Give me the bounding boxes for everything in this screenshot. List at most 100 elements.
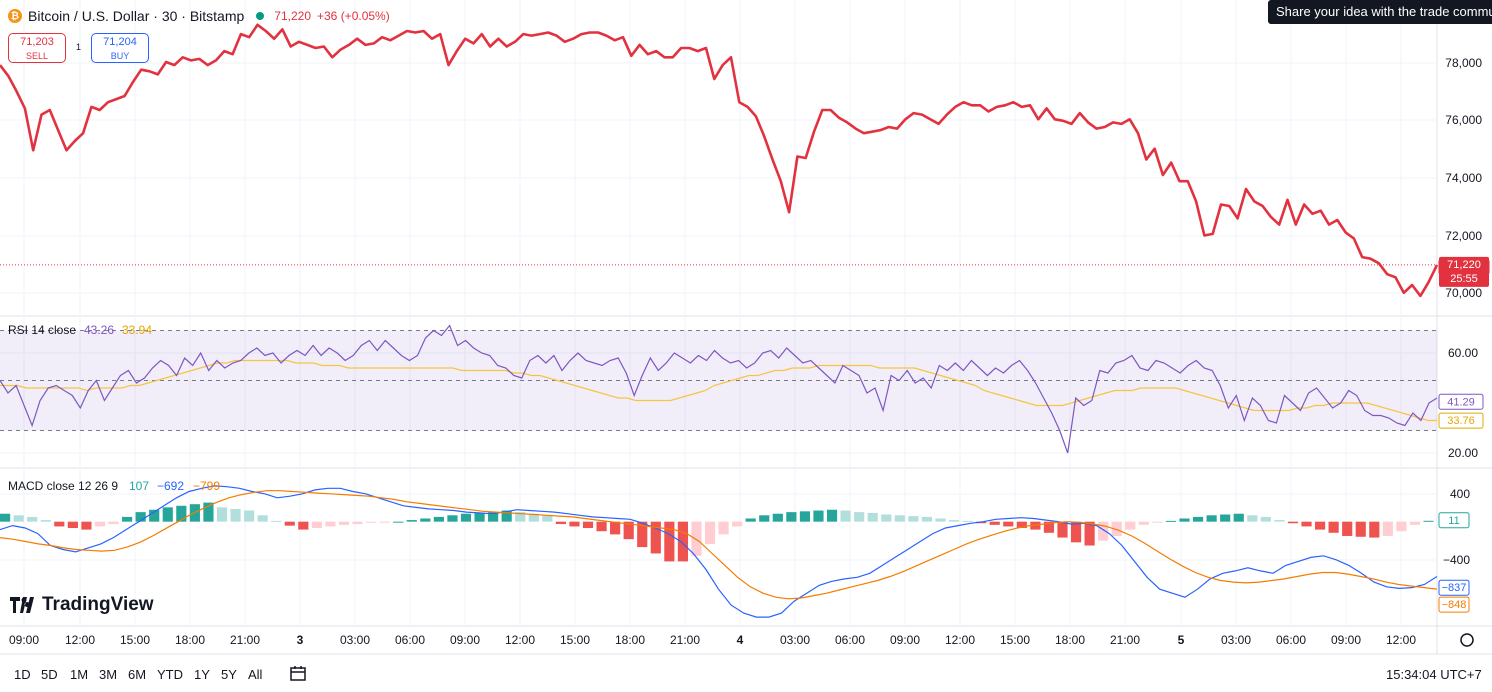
macd-hist-bar (867, 512, 878, 522)
macd-hist-bar (13, 515, 24, 522)
buy-button[interactable]: 71,204 BUY (91, 33, 149, 63)
x-tick-label: 15:00 (560, 633, 590, 647)
share-idea-tooltip[interactable]: Share your idea with the trade community (1268, 0, 1492, 24)
sell-price: 71,203 (20, 36, 54, 48)
macd-tick-label: −400 (1443, 553, 1470, 567)
rsi-title: RSI 14 close (8, 323, 76, 337)
macd-hist-bar (637, 521, 648, 548)
macd-hist-bar (826, 509, 838, 522)
macd-hist-bar (542, 515, 553, 522)
gear-icon (1460, 633, 1474, 647)
tf-1y[interactable]: 1Y (194, 667, 210, 682)
y-tick-label: 76,000 (1445, 113, 1482, 127)
price-change: +36 (+0.05%) (317, 9, 390, 23)
macd-hist-bar (962, 520, 973, 522)
macd-hist-bar (257, 515, 268, 522)
macd-hist-bar (379, 521, 390, 523)
macd-hist-bar (338, 521, 350, 525)
tf-ytd[interactable]: YTD (157, 667, 183, 682)
macd-hist-bar (1125, 521, 1136, 530)
macd-hist-bar (1382, 521, 1393, 536)
price-line (0, 23, 1439, 298)
macd-hist-bar (1274, 520, 1285, 522)
macd-hist-bar (271, 520, 282, 522)
x-tick-label: 15:00 (1000, 633, 1030, 647)
macd-hist-bar (1084, 521, 1095, 546)
macd-hist-bar (1003, 521, 1014, 527)
market-status-icon (256, 12, 265, 20)
macd-hist-bar (135, 512, 146, 522)
macd-hist-bar (1396, 521, 1407, 532)
macd-hist-bar (216, 507, 228, 522)
macd-hist-bar (555, 521, 566, 525)
macd-line (0, 485, 1438, 618)
macd-hist-bar (1328, 521, 1339, 533)
rsi-line (0, 324, 1438, 454)
macd-hist-bar (813, 510, 824, 522)
macd-badge-value: 11 (1448, 515, 1459, 527)
macd-hist-bar (623, 521, 634, 540)
x-tick-label: 18:00 (175, 633, 205, 647)
rsi-badge-value: 33.76 (1447, 415, 1475, 427)
tf-all[interactable]: All (248, 667, 263, 682)
macd-hist-bar (1111, 521, 1122, 536)
calendar-icon[interactable] (289, 664, 307, 682)
tradingview-logo-icon (10, 597, 34, 613)
macd-hist-bar (691, 521, 702, 556)
sell-button[interactable]: 71,203 SELL (8, 33, 66, 63)
macd-hist-bar (677, 521, 688, 562)
tradingview-logo: TradingView (10, 594, 154, 616)
macd-hist-bar (948, 520, 960, 522)
macd-hist-bar (989, 521, 1000, 525)
macd-hist-bar (610, 521, 621, 535)
y-tick-label: 74,000 (1445, 171, 1482, 185)
last-price-value: 71,220 (1447, 259, 1481, 271)
signal-line (0, 490, 1438, 600)
x-tick-label: 21:00 (1110, 633, 1140, 647)
symbol-header[interactable]: ₿ Bitcoin / U.S. Dollar · 30 · Bitstamp … (8, 8, 390, 24)
macd-hist-bar (894, 515, 905, 522)
tf-5y[interactable]: 5Y (221, 667, 237, 682)
x-tick-label: 03:00 (780, 633, 810, 647)
x-tick-label: 12:00 (945, 633, 975, 647)
tf-1d[interactable]: 1D (14, 667, 31, 682)
x-tick-label: 15:00 (120, 633, 150, 647)
macd-hist-bar (488, 512, 499, 522)
rsi-ma-value: 33.94 (122, 323, 152, 337)
macd-hist-bar (460, 513, 472, 522)
tf-3m[interactable]: 3M (99, 667, 118, 682)
macd-hist-bar (718, 521, 729, 535)
macd-hist-bar (569, 521, 580, 527)
macd-hist-bar (786, 512, 797, 522)
macd-hist-bar (447, 515, 458, 522)
x-tick-label: 09:00 (450, 633, 480, 647)
tf-5d[interactable]: 5D (41, 667, 58, 682)
macd-hist-bar (433, 516, 444, 522)
macd-hist-bar (908, 516, 919, 522)
macd-hist-bar (1247, 515, 1258, 522)
tf-6m[interactable]: 6M (128, 667, 147, 682)
macd-hist-bar (1233, 513, 1244, 522)
macd-hist-bar (406, 520, 417, 522)
y-tick-label: 72,000 (1445, 229, 1482, 243)
symbol-title: Bitcoin / U.S. Dollar · 30 · Bitstamp (28, 8, 245, 24)
macd-hist-bar (1220, 514, 1231, 522)
sell-label: SELL (25, 51, 49, 61)
macd-hist-bar (1423, 520, 1434, 522)
buy-label: BUY (110, 51, 130, 61)
macd-hist-bar (1165, 520, 1177, 522)
macd-title: MACD close 12 26 9 (8, 479, 118, 493)
last-price: 71,220 (274, 9, 311, 23)
macd-hist-bar (284, 521, 295, 526)
macd-hist-bar (650, 521, 661, 554)
macd-hist-bar (366, 521, 377, 523)
x-tick-label: 09:00 (1331, 633, 1361, 647)
macd-hist-bar (759, 515, 770, 522)
macd-hist-bar (854, 512, 865, 522)
macd-hist-bar (311, 521, 322, 529)
x-tick-label: 18:00 (1055, 633, 1085, 647)
rsi-badge (1438, 412, 1484, 429)
macd-hist-bar (840, 510, 851, 522)
tf-1m[interactable]: 1M (70, 667, 89, 682)
macd-badge (1438, 512, 1470, 529)
